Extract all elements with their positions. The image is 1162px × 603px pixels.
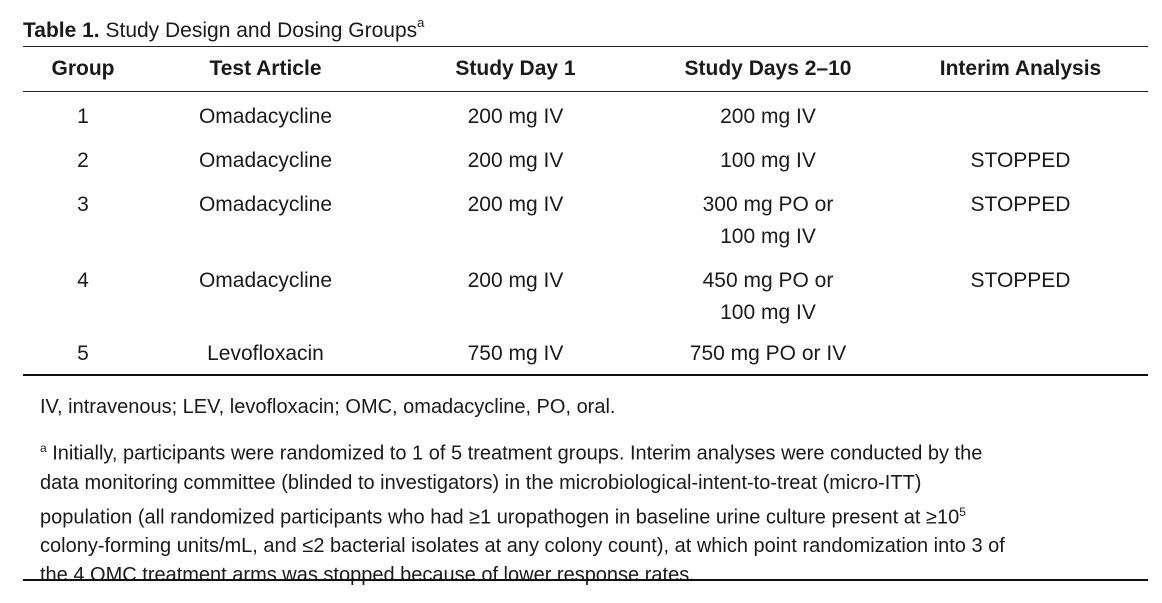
cell-study-day-1: 200 mg IV <box>467 149 564 172</box>
cell-line: 200 mg IV <box>720 105 816 128</box>
cell-interim-analysis: STOPPED <box>970 193 1071 216</box>
header-test-article: Test Article <box>209 57 322 80</box>
table-caption-footnote-marker: a <box>417 15 425 30</box>
dosing-groups-table: Group Test Article Study Day 1 Study Day… <box>23 47 1148 91</box>
header-interim-analysis: Interim Analysis <box>939 57 1102 80</box>
footnote-text: population (all randomized participants … <box>40 506 960 529</box>
footnote-text: Initially, participants were randomized … <box>52 442 983 465</box>
cell-study-days-2-10: 200 mg IV <box>643 92 893 137</box>
notes-bottom-rule <box>23 579 1148 581</box>
footnote-line: a Initially, participants were randomize… <box>40 434 1140 469</box>
header-study-days-2-10: Study Days 2–10 <box>684 57 852 80</box>
dosing-table-block: Table 1. Study Design and Dosing Groupsa… <box>23 0 1148 376</box>
footnote-line: data monitoring committee (blinded to in… <box>40 471 922 494</box>
footnote-line: colony-forming units/mL, and ≤2 bacteria… <box>40 535 1005 558</box>
cell-test-article: Omadacycline <box>198 193 333 216</box>
cell-group: 4 <box>77 269 89 292</box>
table-caption-title: Study Design and Dosing Groups <box>105 19 418 42</box>
cell-study-day-1: 200 mg IV <box>467 105 564 128</box>
cell-group: 2 <box>77 149 89 172</box>
footnote-a: a Initially, participants were randomize… <box>40 434 1140 590</box>
cell-line: 750 mg PO or IV <box>689 342 847 365</box>
cell-line: 450 mg PO or <box>702 269 834 292</box>
cell-test-article: Omadacycline <box>198 269 333 292</box>
header-group: Group <box>51 57 115 80</box>
dosing-groups-table-body: 1 Omadacycline 200 mg IV 200 mg IV 2 Oma… <box>23 92 1148 374</box>
table-row: 4 Omadacycline 200 mg IV 450 mg PO or 10… <box>23 257 1148 333</box>
footnote-line: the 4 OMC treatment arms was stopped bec… <box>40 564 695 587</box>
footnote-line: population (all randomized participants … <box>40 498 1140 533</box>
cell-line: 100 mg IV <box>720 149 816 172</box>
table-row: 5 Levofloxacin 750 mg IV 750 mg PO or IV <box>23 333 1148 374</box>
cell-group: 3 <box>77 193 89 216</box>
cell-study-day-1: 200 mg IV <box>467 269 564 292</box>
cell-interim-analysis <box>893 333 1148 374</box>
cell-study-days-2-10: 300 mg PO or 100 mg IV <box>643 181 893 257</box>
cell-interim-analysis: STOPPED <box>970 149 1071 172</box>
table-header-row: Group Test Article Study Day 1 Study Day… <box>23 47 1148 91</box>
cell-test-article: Levofloxacin <box>207 342 324 365</box>
header-study-day-1: Study Day 1 <box>455 57 576 80</box>
cell-line: 100 mg IV <box>720 225 816 248</box>
table-bottom-rule <box>23 374 1148 376</box>
cell-test-article: Omadacycline <box>198 149 333 172</box>
table-row: 2 Omadacycline 200 mg IV 100 mg IV STOPP… <box>23 137 1148 181</box>
cell-study-days-2-10: 450 mg PO or 100 mg IV <box>643 257 893 333</box>
cell-group: 1 <box>77 105 89 128</box>
table-row: 3 Omadacycline 200 mg IV 300 mg PO or 10… <box>23 181 1148 257</box>
cell-study-day-1: 200 mg IV <box>467 193 564 216</box>
table-header-rule <box>23 91 1148 92</box>
footnote-marker: a <box>40 441 47 455</box>
abbreviations-note: IV, intravenous; LEV, levofloxacin; OMC,… <box>40 396 616 418</box>
cell-group: 5 <box>77 342 89 365</box>
footnote-exponent: 5 <box>959 504 966 519</box>
table-caption-label: Table 1. <box>23 19 100 42</box>
cell-interim-analysis: STOPPED <box>970 269 1071 292</box>
cell-line: 300 mg PO or <box>702 193 834 216</box>
cell-study-days-2-10: 750 mg PO or IV <box>643 333 893 374</box>
table-notes: IV, intravenous; LEV, levofloxacin; OMC,… <box>40 380 1140 590</box>
cell-study-days-2-10: 100 mg IV <box>643 137 893 181</box>
cell-study-day-1: 750 mg IV <box>467 342 564 365</box>
cell-test-article: Omadacycline <box>198 105 333 128</box>
cell-interim-analysis <box>893 92 1148 137</box>
cell-line: 100 mg IV <box>720 301 816 324</box>
table-caption: Table 1. Study Design and Dosing Groupsa <box>23 0 1148 46</box>
table-top-rule <box>23 46 1148 47</box>
table-row: 1 Omadacycline 200 mg IV 200 mg IV <box>23 92 1148 137</box>
